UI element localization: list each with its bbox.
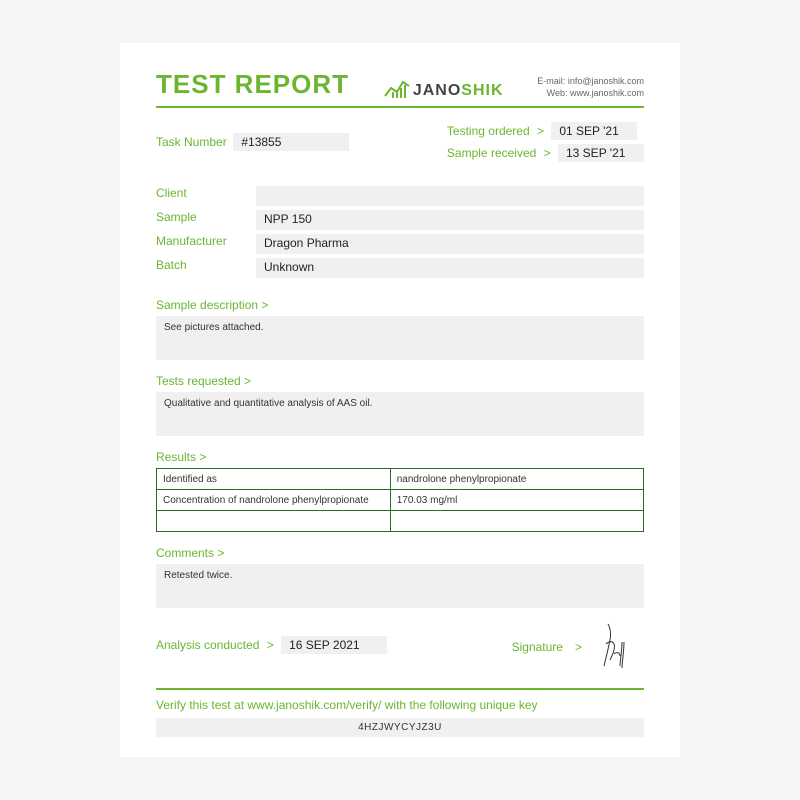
unique-key: 4HZJWYCYJZ3U — [156, 718, 644, 737]
batch-row: Batch Unknown — [156, 258, 644, 278]
table-row: Concentration of nandrolone phenylpropio… — [157, 490, 644, 511]
task-number-field: Task Number #13855 — [156, 122, 349, 162]
tests-label: Tests requested > — [156, 374, 644, 388]
results-table: Identified as nandrolone phenylpropionat… — [156, 468, 644, 532]
results-cell — [390, 511, 643, 532]
results-label: Results > — [156, 450, 644, 464]
signature-label: Signature — [512, 640, 563, 654]
results-cell: Identified as — [157, 469, 391, 490]
tests-text: Qualitative and quantitative analysis of… — [156, 392, 644, 436]
top-fields: Task Number #13855 Testing ordered > 01 … — [156, 122, 644, 166]
client-value — [256, 186, 644, 206]
analysis-label: Analysis conducted — [156, 638, 259, 652]
table-row — [157, 511, 644, 532]
sample-desc-label: Sample description > — [156, 298, 644, 312]
results-cell: nandrolone phenylpropionate — [390, 469, 643, 490]
signature-icon — [594, 622, 644, 672]
task-value: #13855 — [233, 133, 349, 151]
results-cell: Concentration of nandrolone phenylpropio… — [157, 490, 391, 511]
client-row: Client — [156, 186, 644, 206]
ordered-value: 01 SEP '21 — [551, 122, 637, 140]
received-label: Sample received — [447, 146, 536, 160]
manufacturer-label: Manufacturer — [156, 234, 256, 254]
brand-name: JANOSHIK — [413, 82, 504, 100]
sample-received-field: Sample received > 13 SEP '21 — [447, 144, 644, 162]
task-label: Task Number — [156, 135, 227, 149]
comments-label: Comments > — [156, 546, 644, 560]
batch-value: Unknown — [256, 258, 644, 278]
results-cell — [157, 511, 391, 532]
ordered-label: Testing ordered — [447, 124, 530, 138]
results-cell: 170.03 mg/ml — [390, 490, 643, 511]
info-grid: Client Sample NPP 150 Manufacturer Drago… — [156, 186, 644, 278]
received-value: 13 SEP '21 — [558, 144, 644, 162]
analysis-conducted-field: Analysis conducted > 16 SEP 2021 — [156, 636, 387, 654]
logo-chart-icon — [383, 78, 411, 100]
table-row: Identified as nandrolone phenylpropionat… — [157, 469, 644, 490]
batch-label: Batch — [156, 258, 256, 278]
signature-block: Signature > — [512, 622, 644, 672]
signature-row: Analysis conducted > 16 SEP 2021 Signatu… — [156, 622, 644, 672]
sample-value: NPP 150 — [256, 210, 644, 230]
testing-ordered-field: Testing ordered > 01 SEP '21 — [447, 122, 644, 140]
brand-logo: JANOSHIK — [383, 78, 504, 100]
header: TEST REPORT JANOSHIK E-mail: info@janosh… — [156, 69, 644, 108]
sample-desc-text: See pictures attached. — [156, 316, 644, 360]
sample-label: Sample — [156, 210, 256, 230]
manufacturer-value: Dragon Pharma — [256, 234, 644, 254]
manufacturer-row: Manufacturer Dragon Pharma — [156, 234, 644, 254]
test-report: TEST REPORT JANOSHIK E-mail: info@janosh… — [120, 43, 680, 757]
comments-text: Retested twice. — [156, 564, 644, 608]
report-title: TEST REPORT — [156, 69, 349, 100]
verify-text: Verify this test at www.janoshik.com/ver… — [156, 688, 644, 712]
analysis-value: 16 SEP 2021 — [281, 636, 387, 654]
contact-info: E-mail: info@janoshik.com Web: www.janos… — [537, 75, 644, 100]
client-label: Client — [156, 186, 256, 206]
sample-row: Sample NPP 150 — [156, 210, 644, 230]
